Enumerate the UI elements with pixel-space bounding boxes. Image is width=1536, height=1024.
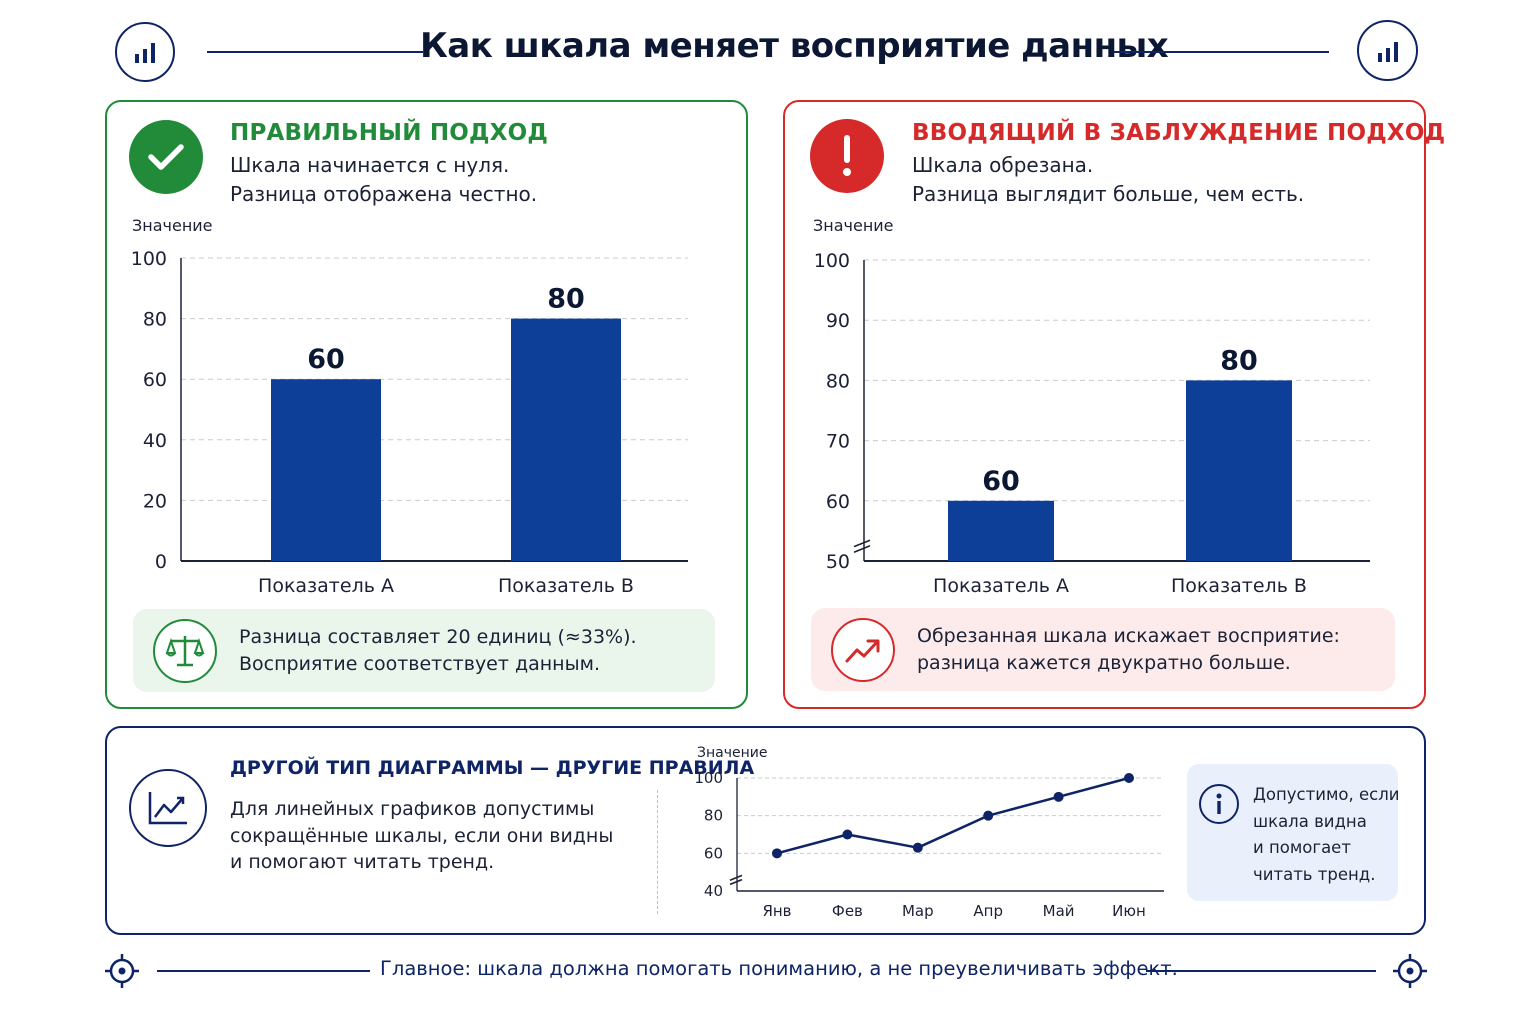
line-chart-rules-line-3: и помогают читать тренд. [230, 851, 495, 873]
info-note-line-1: Допустимо, если [1253, 785, 1400, 804]
bar [948, 500, 1054, 561]
line-chart-icon [129, 769, 207, 847]
x-tick-label: Янв [762, 902, 791, 920]
misleading-approach-line-2: Разница выглядит больше, чем есть. [912, 182, 1305, 206]
footer-divider-right [1146, 970, 1376, 972]
misleading-callout-line-1: Обрезанная шкала искажает восприятие: [917, 624, 1340, 647]
y-tick-label: 40 [143, 430, 167, 452]
data-point [1124, 773, 1134, 783]
trend-line-chart: Значение 40 60 80 100 Янв Фев Мар Апр Май Июн [694, 745, 1164, 920]
bar-value-label: 80 [547, 284, 585, 315]
axis-break-mark [729, 874, 743, 881]
correct-approach-callout-text: Разница составляет 20 единиц (≈33%). Вос… [239, 624, 637, 678]
misleading-bar-chart: Значение 50 60 70 80 90 100 60 Показатель А 80 Пок… [813, 216, 1370, 597]
info-note-box: Допустимо, если шкала видна и помогает ч… [1187, 764, 1399, 901]
misleading-approach-line-1: Шкала обрезана. [912, 153, 1094, 177]
y-axis-label: Значение [697, 745, 767, 761]
correct-callout-line-2: Восприятие соответствует данным. [239, 652, 600, 675]
x-tick-label: Показатель А [258, 575, 394, 597]
info-note-text: Допустимо, если шкала видна и помогает ч… [1253, 782, 1399, 888]
correct-approach-line-2: Разница отображена честно. [230, 182, 538, 206]
bar [511, 318, 621, 561]
axis-break-mark [853, 539, 871, 548]
correct-approach-description: Шкала начинается с нуля. Разница отображ… [230, 151, 537, 209]
bar-chart-icon [115, 22, 175, 82]
y-axis-label: Значение [132, 216, 213, 235]
bar-chart-icon [1357, 20, 1418, 81]
footer-takeaway: Главное: шкала должна помогать пониманию… [380, 957, 1178, 980]
y-tick-label: 100 [694, 769, 723, 787]
title-divider-right [1113, 51, 1329, 53]
scales-icon [153, 618, 217, 683]
y-tick-label: 100 [814, 250, 850, 272]
title-divider-left [207, 51, 423, 53]
bar-value-label: 80 [1220, 345, 1258, 376]
page-title: Как шкала меняет восприятие данных [420, 26, 1169, 66]
y-tick-label: 60 [143, 369, 167, 391]
info-icon [1199, 784, 1239, 824]
info-note-line-2: шкала видна [1253, 811, 1367, 831]
data-point [772, 848, 782, 859]
crosshair-icon [1392, 953, 1428, 993]
series-line [776, 776, 1130, 855]
y-tick-label: 0 [155, 551, 167, 573]
x-tick-label: Показатель В [498, 575, 634, 597]
y-tick-label: 60 [704, 844, 723, 862]
y-tick-label: 80 [704, 807, 723, 825]
x-tick-label: Показатель В [1171, 575, 1307, 597]
exclamation-icon [810, 119, 884, 193]
data-point [1053, 791, 1064, 802]
y-tick-label: 40 [704, 882, 723, 900]
info-note-line-4: читать тренд. [1253, 864, 1376, 884]
bar-value-label: 60 [307, 344, 345, 375]
y-tick-label: 60 [826, 491, 850, 513]
y-tick-label: 80 [826, 370, 850, 392]
misleading-approach-description: Шкала обрезана. Разница выглядит больше,… [912, 151, 1304, 209]
misleading-approach-heading: ВВОДЯЩИЙ В ЗАБЛУЖДЕНИЕ ПОДХОД [912, 120, 1446, 146]
misleading-approach-callout: Обрезанная шкала искажает восприятие: ра… [811, 608, 1395, 691]
x-tick-label: Мар [902, 902, 934, 920]
bar [271, 379, 381, 561]
bar-value-label: 60 [982, 466, 1020, 497]
bar [1186, 380, 1292, 561]
misleading-approach-panel [783, 100, 1426, 709]
x-tick-label: Фев [832, 902, 863, 920]
y-tick-label: 100 [131, 248, 167, 270]
axis-break-mark [853, 545, 871, 553]
data-point [912, 842, 923, 853]
y-tick-label: 50 [826, 551, 850, 573]
correct-approach-line-1: Шкала начинается с нуля. [230, 153, 510, 177]
trend-up-icon [831, 617, 895, 682]
correct-bar-chart: Значение 0 20 40 60 80 100 60 Показатель А 80 Пока… [131, 216, 688, 597]
crosshair-icon [104, 953, 140, 993]
x-tick-label: Июн [1112, 902, 1146, 920]
x-tick-label: Апр [973, 902, 1003, 920]
info-note-line-3: и помогает [1253, 838, 1351, 857]
line-chart-rules-description: Для линейных графиков допустимы сокращён… [230, 796, 613, 876]
misleading-callout-line-2: разница кажется двукратно больше. [917, 651, 1291, 674]
correct-approach-panel [105, 100, 748, 709]
footer-divider-left [157, 970, 370, 972]
y-tick-label: 70 [826, 431, 850, 453]
correct-callout-line-1: Разница составляет 20 единиц (≈33%). [239, 625, 637, 648]
y-tick-label: 90 [826, 310, 850, 332]
correct-approach-heading: ПРАВИЛЬНЫЙ ПОДХОД [230, 120, 549, 146]
axis-break-mark [729, 878, 743, 886]
line-chart-rules-line-1: Для линейных графиков допустимы [230, 798, 595, 820]
line-chart-rules-line-2: сокращённые шкалы, если они видны [230, 824, 614, 847]
y-tick-label: 20 [143, 490, 167, 512]
x-tick-label: Май [1043, 902, 1075, 920]
line-chart-rules-heading: ДРУГОЙ ТИП ДИАГРАММЫ — ДРУГИЕ ПРАВИЛА [230, 757, 755, 779]
data-point [983, 810, 994, 821]
misleading-approach-callout-text: Обрезанная шкала искажает восприятие: ра… [917, 623, 1340, 677]
dashed-separator [657, 790, 658, 914]
data-point [842, 829, 853, 840]
x-tick-label: Показатель А [933, 575, 1069, 597]
correct-approach-callout: Разница составляет 20 единиц (≈33%). Вос… [133, 609, 715, 692]
y-axis-label: Значение [813, 216, 894, 235]
checkmark-icon [129, 120, 203, 194]
y-tick-label: 80 [143, 309, 167, 331]
